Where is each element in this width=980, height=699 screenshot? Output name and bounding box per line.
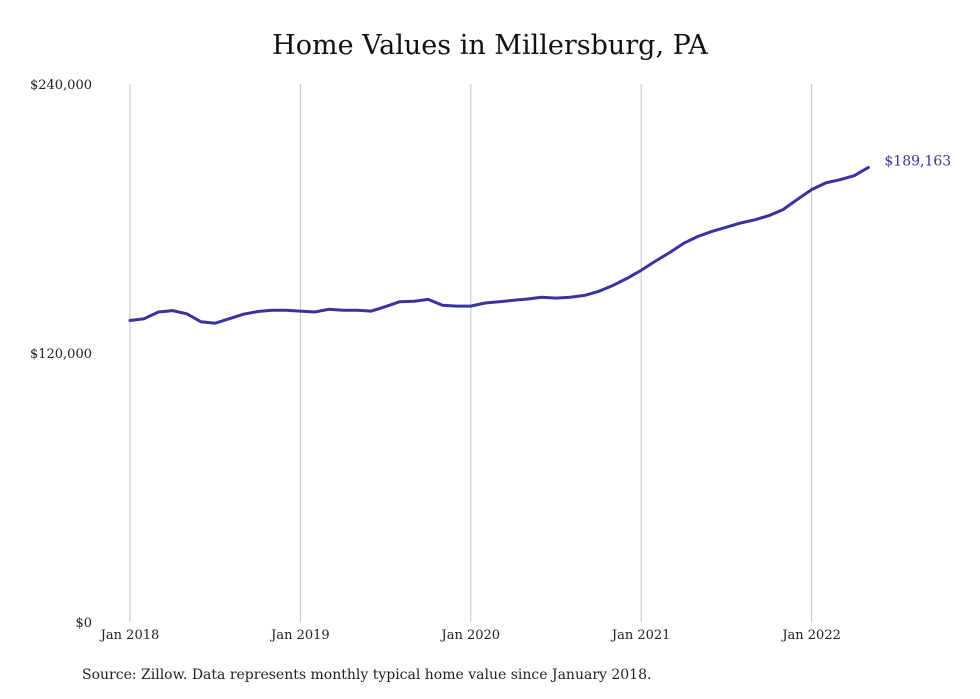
y-tick-label: $120,000: [30, 347, 92, 362]
gridlines: [129, 84, 813, 622]
x-tick-label: Jan 2022: [780, 628, 841, 643]
x-tick-label: Jan 2018: [99, 628, 160, 643]
y-tick-label: $240,000: [30, 78, 92, 93]
x-tick-label: Jan 2019: [269, 628, 330, 643]
end-value-label: $189,163: [884, 153, 951, 169]
y-axis: $0 $120,000 $240,000: [30, 78, 92, 631]
x-tick-label: Jan 2021: [610, 628, 671, 643]
annotation-layer: $189,163: [884, 153, 951, 169]
x-axis: Jan 2018 Jan 2019 Jan 2020 Jan 2021 Jan 2022: [99, 628, 841, 643]
series-line: [128, 165, 870, 325]
x-tick-label: Jan 2020: [440, 628, 501, 643]
source-note: Source: Zillow. Data represents monthly …: [82, 667, 652, 683]
y-tick-label: $0: [75, 616, 92, 631]
chart-title: Home Values in Millersburg, PA: [272, 30, 708, 61]
series-layer: [128, 165, 870, 325]
